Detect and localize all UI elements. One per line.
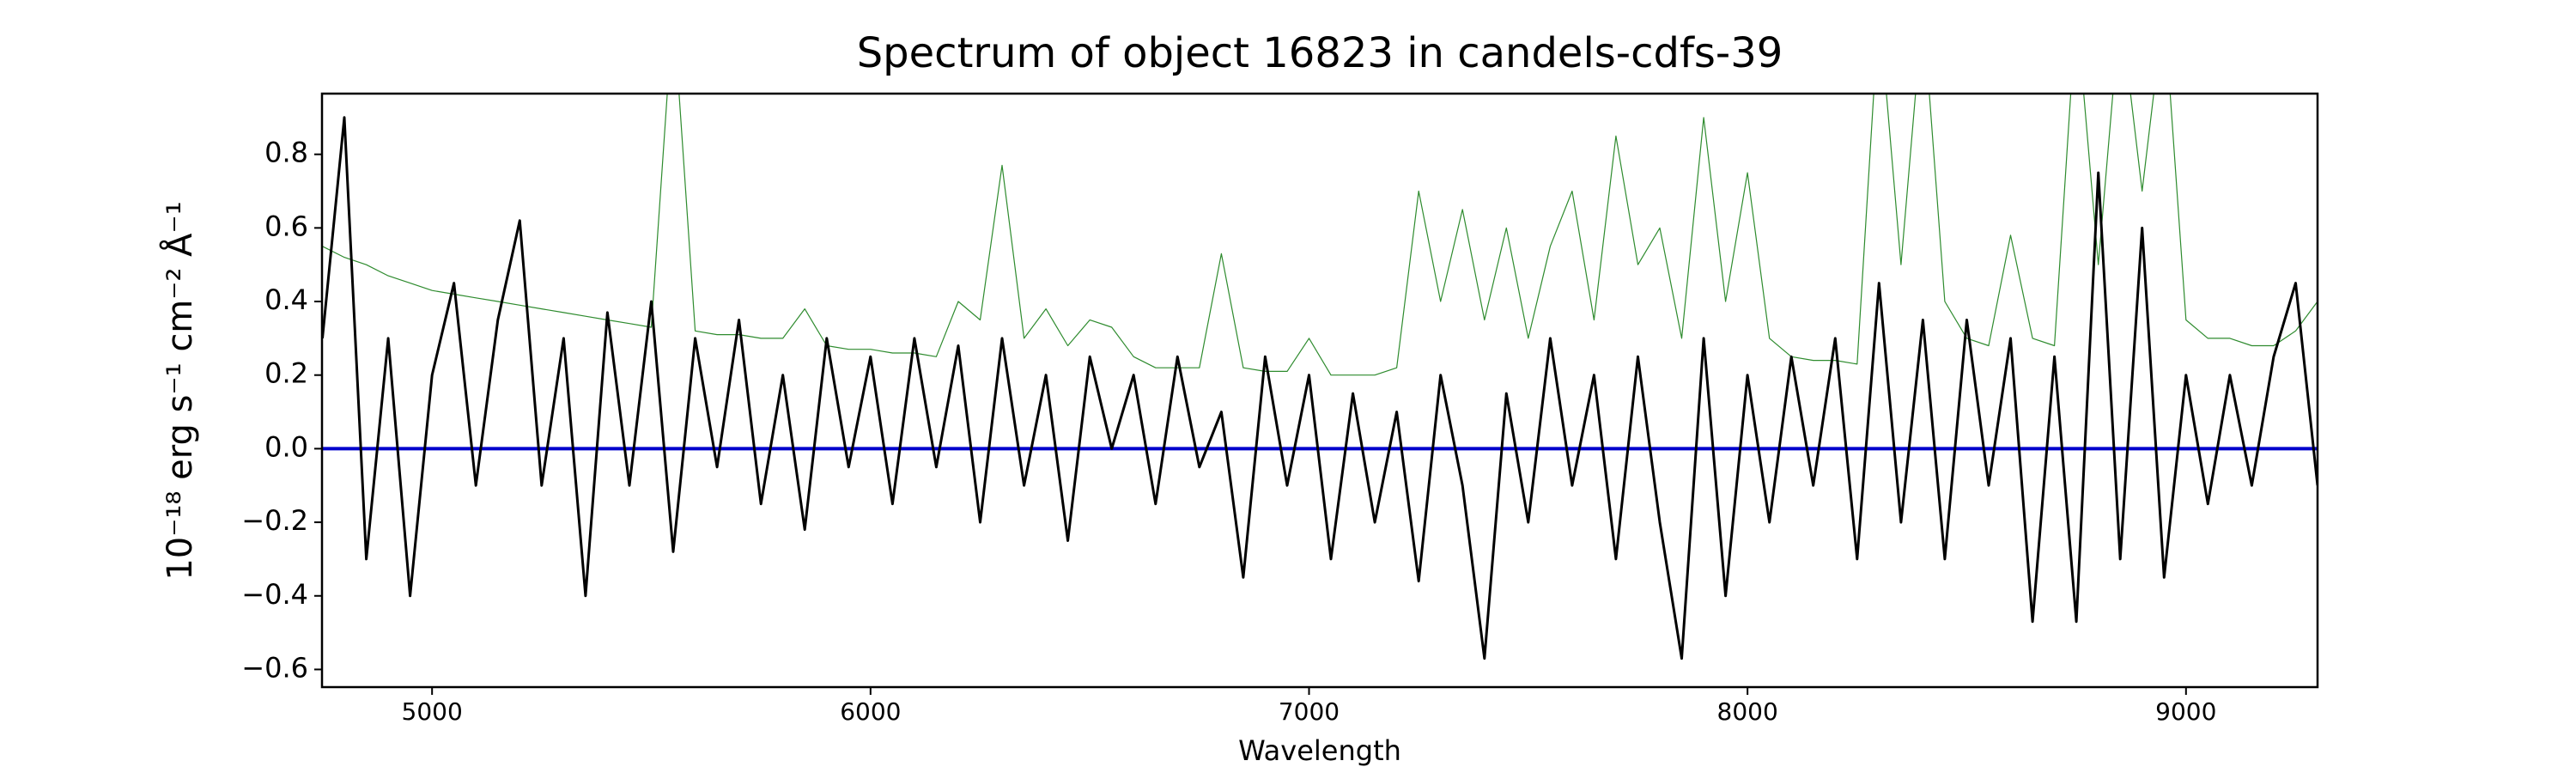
x-tick-label: 8000 xyxy=(1717,697,1778,726)
x-axis-label: Wavelength xyxy=(1238,734,1401,767)
x-tick-label: 5000 xyxy=(402,697,463,726)
y-tick-label: 0.0 xyxy=(264,430,308,463)
y-tick-label: −0.6 xyxy=(241,651,308,684)
y-tick-label: −0.4 xyxy=(241,578,308,611)
y-tick-label: 0.8 xyxy=(264,137,308,169)
y-tick-label: 0.4 xyxy=(264,283,308,316)
y-axis-label: 10⁻¹⁸ erg s⁻¹ cm⁻² Å⁻¹ xyxy=(159,201,200,580)
y-tick-label: −0.2 xyxy=(241,504,308,537)
plot-area xyxy=(322,94,2318,660)
y-tick-label: 0.2 xyxy=(264,357,308,390)
y-tick-label: 0.6 xyxy=(264,210,308,242)
axes-frame xyxy=(320,92,2319,689)
x-tick-label: 6000 xyxy=(840,697,901,726)
x-tick-label: 9000 xyxy=(2155,697,2216,726)
x-tick-label: 7000 xyxy=(1279,697,1340,726)
spectrum-line xyxy=(322,94,2318,376)
chart-title: Spectrum of object 16823 in candels-cdfs… xyxy=(857,29,1783,77)
spectrum-line xyxy=(322,116,2318,660)
